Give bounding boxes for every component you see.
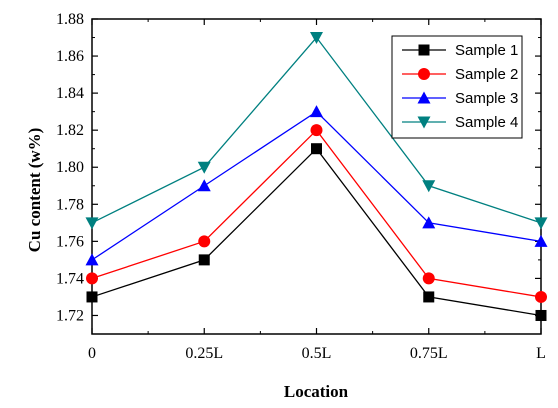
legend-item: Sample 3 (402, 90, 518, 107)
series-1 (86, 143, 547, 321)
data-point (198, 254, 210, 266)
series-3 (85, 105, 548, 266)
data-point (422, 216, 436, 229)
data-point (422, 180, 436, 193)
series-line (91, 129, 542, 298)
series-group (85, 32, 548, 321)
data-point (85, 253, 99, 266)
y-axis-title: Cu content (w%) (25, 128, 44, 253)
data-point (198, 235, 211, 248)
legend-marker (418, 44, 430, 56)
legend-label: Sample 1 (455, 42, 518, 59)
data-point (197, 179, 211, 192)
data-point (310, 105, 323, 118)
x-tick-label: 0.75L (410, 345, 448, 362)
data-point (310, 32, 323, 45)
x-tick-label: 0.25L (185, 345, 223, 362)
legend-label: Sample 2 (455, 66, 518, 83)
y-tick-label: 1.86 (56, 48, 84, 65)
series-4 (85, 32, 548, 230)
legend: Sample 1 Sample 2 Sample 3 Sample 4 (391, 35, 523, 139)
y-tick-label: 1.74 (56, 270, 84, 287)
legend-item: Sample 1 (402, 42, 518, 59)
data-point (86, 272, 98, 285)
series-line (91, 147, 542, 317)
y-tick-label: 1.82 (56, 122, 84, 139)
x-axis-title: Location (284, 382, 349, 401)
legend-label: Sample 3 (455, 90, 518, 107)
x-tick-label: 0 (88, 345, 96, 362)
data-point (535, 290, 547, 303)
data-point (85, 217, 99, 230)
data-point (310, 124, 323, 137)
y-tick-label: 1.78 (56, 196, 84, 213)
legend-marker (418, 68, 430, 80)
data-point (534, 234, 548, 247)
y-tick-label: 1.84 (56, 85, 84, 102)
y-tick-label: 1.88 (56, 11, 84, 28)
legend-box (391, 35, 523, 139)
legend-item: Sample 4 (402, 114, 518, 131)
legend-marker (417, 116, 431, 129)
y-tick-label: 1.72 (56, 307, 84, 324)
data-point (535, 309, 547, 321)
x-tick-label: L (536, 345, 546, 362)
data-point (311, 143, 322, 155)
data-point (197, 161, 211, 174)
legend-item: Sample 2 (402, 66, 518, 83)
y-tick-label: 1.80 (56, 159, 84, 176)
data-point (86, 291, 98, 303)
data-point (422, 272, 435, 285)
series-2 (86, 124, 547, 303)
y-tick-label: 1.76 (56, 233, 84, 250)
data-point (423, 291, 435, 303)
axis-ticks: 1.72 1.74 1.76 1.78 1.80 1.82 1.84 1.86 1.88 0 0.2… (56, 11, 546, 362)
legend-label: Sample 4 (455, 114, 518, 131)
legend-marker (417, 91, 431, 104)
x-tick-label: 0.5L (302, 345, 332, 362)
data-point (534, 217, 548, 230)
